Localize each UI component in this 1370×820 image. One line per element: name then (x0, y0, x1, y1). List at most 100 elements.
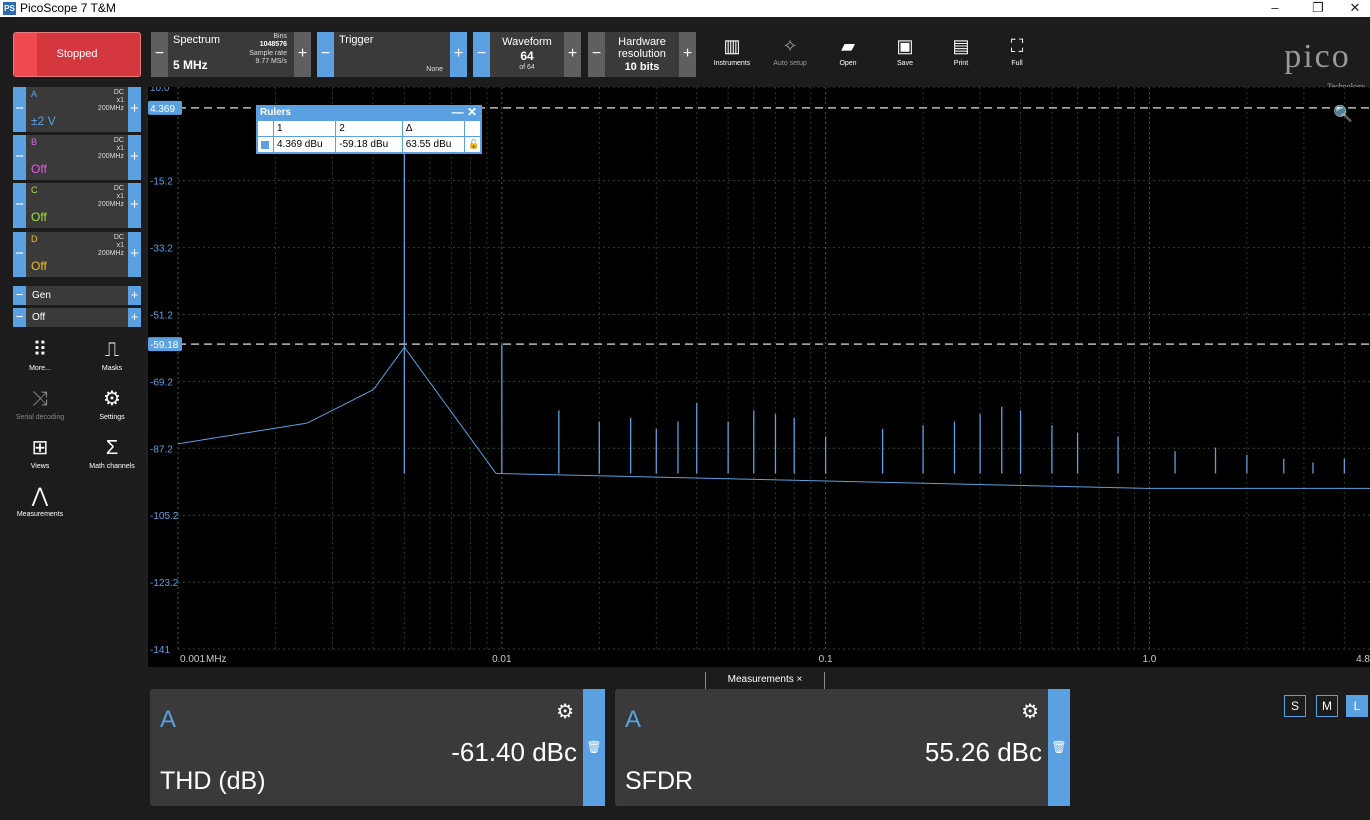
channel-a[interactable]: − A DC x1 200MHz ±2 V + (13, 87, 141, 132)
channel-d[interactable]: − D DC x1 200MHz Off + (13, 232, 141, 277)
size-m-button[interactable]: M (1316, 695, 1338, 717)
measurement-card-thd[interactable]: A ⚙ -61.40 dBc THD (dB) 🗑 (150, 689, 605, 806)
print-label: Print (953, 60, 969, 67)
ruler-value-2: -59.18 dBu (335, 136, 403, 153)
ruler-col-2: 2 (335, 120, 403, 137)
x-tick-label: 0.001 (180, 654, 205, 665)
minimize-button[interactable]: – (1271, 0, 1279, 15)
y-tick-label: -105.2 (150, 511, 179, 522)
app-icon: PS (3, 2, 16, 15)
channel-d-plus-button[interactable]: + (128, 232, 141, 277)
measurements-button[interactable]: ⋀ Measurements (5, 481, 75, 518)
math-channels-button[interactable]: Σ Math channels (77, 433, 147, 470)
channel-d-minus-button[interactable]: − (13, 232, 26, 277)
generator-state: Off (32, 312, 46, 323)
y-tick-label: -87.2 (150, 444, 173, 455)
restore-button[interactable]: ❐ (1312, 0, 1324, 15)
channel-b-plus-button[interactable]: + (128, 135, 141, 180)
masks-button[interactable]: ⎍ Masks (77, 335, 147, 372)
size-l-button[interactable]: L (1346, 695, 1368, 717)
size-s-button[interactable]: S (1284, 695, 1306, 717)
channel-b-name: B (31, 137, 38, 147)
close-window-button[interactable]: ✕ (1349, 0, 1361, 15)
trigger-plus-button[interactable]: + (450, 32, 467, 77)
ruler-handle (148, 337, 182, 352)
spectrum-value: 5 MHz (173, 58, 208, 72)
spectrum-plus-button[interactable]: + (294, 32, 311, 77)
channel-c[interactable]: − C DC x1 200MHz Off + (13, 183, 141, 228)
y-tick-label: -15.2 (150, 177, 173, 188)
channel-a-minus-button[interactable]: − (13, 87, 26, 132)
resolution-value: 10 bits (624, 61, 660, 73)
views-button[interactable]: ⊞ Views (5, 433, 75, 470)
measurement-value: -61.40 dBc (451, 737, 577, 767)
gear-icon[interactable]: ⚙ (556, 701, 574, 723)
generator-state-minus-button[interactable]: − (13, 308, 26, 327)
measurement-card-sfdr[interactable]: A ⚙ 55.26 dBc SFDR 🗑 (615, 689, 1070, 806)
channel-a-plus-button[interactable]: + (128, 87, 141, 132)
ruler-channel-swatch (257, 136, 274, 153)
trash-icon[interactable]: 🗑 (1048, 689, 1070, 806)
generator-state-plus-button[interactable]: + (128, 308, 141, 327)
masks-label: Masks (101, 365, 123, 372)
more-button[interactable]: ⠿ More... (5, 335, 75, 372)
waveform-minus-button[interactable]: − (473, 32, 490, 77)
y-tick-label: -69.2 (150, 377, 173, 388)
bins-value: 1048576 (259, 41, 287, 48)
spectrum-plot[interactable]: 10.0 -15.2 -33.2 -51.2 -69.2 -87.2 -105.2 -123.… (148, 87, 1370, 667)
generator-minus-button[interactable]: − (13, 286, 26, 305)
generator-row[interactable]: − Gen + (13, 286, 141, 305)
x-tick-label: 4.8 (1356, 654, 1370, 665)
trigger-minus-button[interactable]: − (317, 32, 334, 77)
more-label: More... (29, 365, 51, 372)
channel-b[interactable]: − B DC x1 200MHz Off + (13, 135, 141, 180)
views-label: Views (30, 463, 50, 470)
open-button[interactable]: ▰ Open (818, 32, 878, 77)
y-tick-label: -51.2 (150, 310, 173, 321)
full-label: Full (1011, 60, 1023, 67)
auto-setup-button[interactable]: ✧ Auto setup (760, 32, 820, 77)
resolution-plus-button[interactable]: + (679, 32, 696, 77)
measurements-tab[interactable]: Measurements × (705, 672, 825, 690)
generator-plus-button[interactable]: + (128, 286, 141, 305)
channel-b-settings: DC x1 200MHz (97, 137, 124, 160)
channel-d-settings: DC x1 200MHz (97, 234, 124, 257)
open-label: Open (839, 60, 857, 67)
save-button[interactable]: ▣ Save (875, 32, 935, 77)
generator-state-row[interactable]: − Off + (13, 308, 141, 327)
spectrum-minus-button[interactable]: − (151, 32, 168, 77)
channel-c-plus-button[interactable]: + (128, 183, 141, 228)
instruments-button[interactable]: ▥ Instruments (702, 32, 762, 77)
sample-rate-value: 9.77 MS/s (255, 58, 287, 65)
ruler-lock-icon[interactable]: 🔓 (464, 136, 481, 153)
auto-setup-label: Auto setup (773, 60, 807, 67)
zoom-icon: 🔍 (1333, 103, 1353, 123)
trash-icon[interactable]: 🗑 (583, 689, 605, 806)
serial-decoding-button[interactable]: ⤨ Serial decoding (5, 384, 75, 421)
sigma-icon: Σ (105, 437, 119, 459)
waveform-plus-button[interactable]: + (564, 32, 581, 77)
channel-b-minus-button[interactable]: − (13, 135, 26, 180)
ruler-label: 4.369 (150, 104, 175, 115)
y-tick-label: 10.0 (150, 87, 170, 94)
print-button[interactable]: ▤ Print (931, 32, 991, 77)
math-channels-label: Math channels (89, 463, 135, 470)
rulers-close-icon[interactable]: — ✕ (451, 105, 477, 119)
window-title: PicoScope 7 T&M (20, 1, 116, 15)
full-button[interactable]: ⛶ Full (987, 32, 1047, 77)
logo-text: pico (1284, 38, 1351, 75)
title-bar: PS PicoScope 7 T&M – ❐ ✕ (0, 0, 1370, 17)
y-tick-label: -33.2 (150, 244, 173, 255)
resolution-minus-button[interactable]: − (588, 32, 605, 77)
trigger-control: − Trigger None + (317, 32, 467, 77)
rulers-title: Rulers (260, 107, 292, 118)
rulers-header: Rulers — ✕ (257, 105, 481, 120)
ruler-value-delta: 63.55 dBu (401, 136, 466, 153)
settings-button[interactable]: ⚙ Settings (77, 384, 147, 421)
more-icon: ⠿ (32, 339, 48, 361)
trigger-label: Trigger (339, 34, 374, 46)
channel-c-minus-button[interactable]: − (13, 183, 26, 228)
gear-icon[interactable]: ⚙ (1021, 701, 1039, 723)
run-stop-button[interactable]: Stopped (13, 32, 141, 77)
